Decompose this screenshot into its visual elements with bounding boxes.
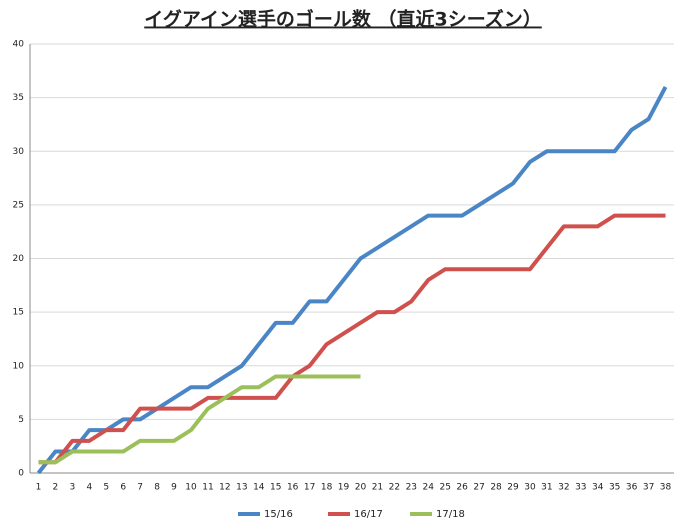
x-tick-label: 29 [507, 483, 519, 493]
x-tick-label: 17 [304, 483, 315, 493]
x-tick-label: 30 [524, 483, 536, 493]
x-tick-label: 8 [154, 483, 160, 493]
series-line [38, 213, 666, 465]
legend-label: 16/17 [354, 509, 383, 520]
x-tick-label: 11 [202, 483, 213, 493]
y-tick-label: 10 [13, 361, 25, 371]
y-tick-label: 25 [13, 200, 24, 210]
series-line [36, 85, 668, 475]
x-tick-label: 2 [53, 483, 59, 493]
x-tick-label: 36 [626, 483, 638, 493]
legend-label: 15/16 [264, 509, 293, 520]
x-tick-label: 12 [219, 483, 230, 493]
y-tick-label: 20 [13, 254, 25, 264]
series-line [38, 374, 361, 465]
x-tick-label: 37 [643, 483, 654, 493]
x-tick-label: 3 [70, 483, 76, 493]
chart-title: イグアイン選手のゴール数 （直近3シーズン） [144, 8, 542, 31]
y-tick-label: 30 [13, 147, 25, 157]
x-tick-label: 7 [137, 483, 143, 493]
x-tick-label: 33 [575, 483, 586, 493]
y-tick-label: 0 [18, 469, 24, 479]
x-tick-label: 25 [439, 483, 450, 493]
x-tick-label: 6 [120, 483, 126, 493]
x-tick-label: 14 [253, 483, 265, 493]
x-tick-label: 16 [287, 483, 299, 493]
x-tick-label: 28 [490, 483, 502, 493]
x-tick-label: 27 [473, 483, 484, 493]
x-tick-label: 19 [338, 483, 350, 493]
x-tick-label: 18 [321, 483, 333, 493]
y-tick-label: 35 [13, 93, 24, 103]
y-tick-label: 5 [18, 415, 24, 425]
x-tick-label: 15 [270, 483, 281, 493]
x-tick-label: 23 [406, 483, 417, 493]
x-tick-label: 10 [185, 483, 197, 493]
x-tick-label: 20 [355, 483, 367, 493]
x-tick-label: 31 [541, 483, 552, 493]
y-tick-label: 15 [13, 308, 24, 318]
x-tick-label: 35 [609, 483, 620, 493]
x-tick-label: 21 [372, 483, 383, 493]
x-tick-label: 34 [592, 483, 604, 493]
x-tick-label: 22 [389, 483, 400, 493]
x-tick-label: 32 [558, 483, 569, 493]
legend-label: 17/18 [436, 509, 465, 520]
x-tick-label: 38 [660, 483, 672, 493]
x-tick-label: 13 [236, 483, 247, 493]
x-tick-label: 24 [423, 483, 435, 493]
x-tick-label: 26 [456, 483, 468, 493]
x-tick-label: 4 [86, 483, 92, 493]
x-tick-label: 5 [103, 483, 109, 493]
x-tick-label: 9 [171, 483, 177, 493]
y-tick-label: 40 [13, 40, 25, 50]
x-tick-label: 1 [36, 483, 42, 493]
